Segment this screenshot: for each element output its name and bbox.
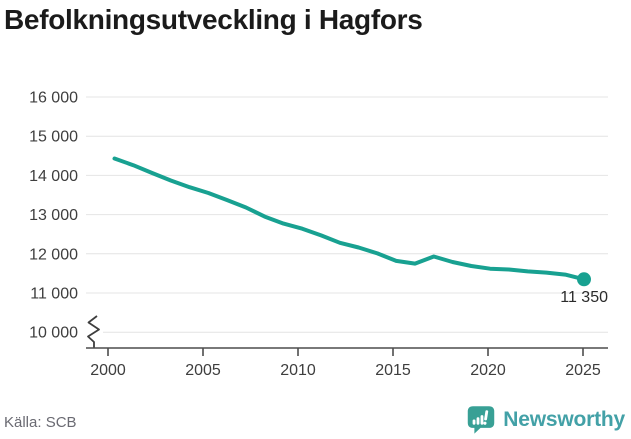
x-axis: 2000 2005 2010 2015 2020 2025 [86,347,608,379]
y-axis-tick-label: 13 000 [29,207,78,224]
last-value-label: 11 350 [560,289,608,306]
y-axis-tick-label: 15 000 [29,129,78,146]
y-axis-tick-label: 10 000 [29,325,78,342]
newsworthy-speech-bubble-chart-icon [468,406,495,434]
x-axis-tick-label: 2000 [90,362,126,379]
y-axis-tick-label: 16 000 [29,90,78,107]
chart-title: Befolkningsutveckling i Hagfors [4,4,423,35]
x-axis-tick-label: 2010 [280,362,316,379]
newsworthy-logo-text: Newsworthy [503,407,625,431]
y-axis: 16 000 15 000 14 000 13 000 12 000 11 00… [29,90,100,348]
source-label: Källa: SCB [4,414,77,431]
axis-break-icon [87,315,100,348]
x-axis-tick-label: 2005 [185,362,221,379]
y-axis-tick-label: 14 000 [29,168,78,185]
y-axis-tick-label: 11 000 [30,286,78,303]
x-axis-tick-label: 2015 [375,362,411,379]
x-axis-tick-label: 2020 [470,362,506,379]
x-axis-tick-label: 2025 [565,362,601,379]
newsworthy-logo-link[interactable]: Newsworthy [466,404,625,435]
gridlines [86,96,608,333]
y-axis-tick-label: 12 000 [29,246,78,263]
last-point-marker [577,272,591,287]
population-line [112,156,586,282]
